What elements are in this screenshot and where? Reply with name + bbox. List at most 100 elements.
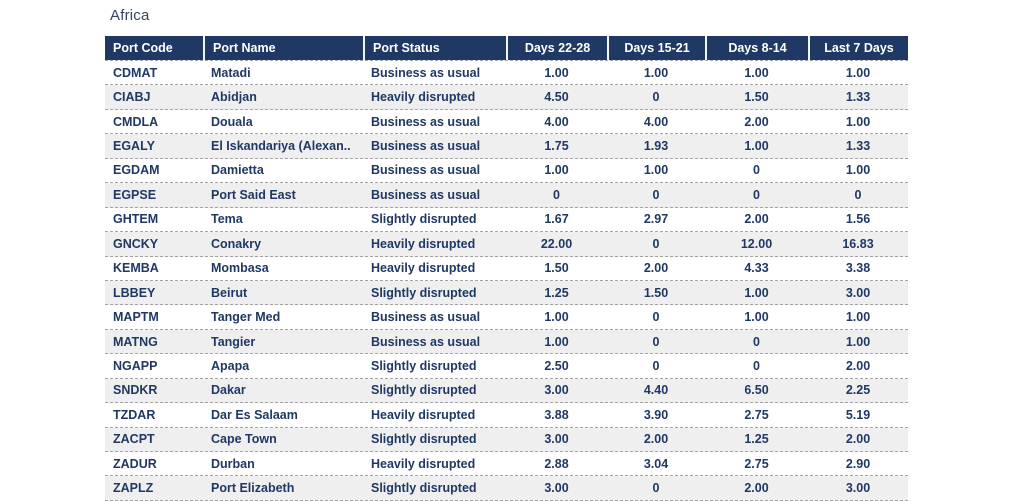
cell-days-8-14: 12.00: [740, 236, 773, 251]
cell-days-22-28: 1.25: [544, 285, 569, 300]
cell-port-name: Damietta: [211, 163, 264, 178]
cell-port-status: Slightly disrupted: [371, 383, 477, 398]
column-header-last-7-days[interactable]: Last 7 Days: [808, 36, 908, 60]
cell-days-22-28: 2.50: [544, 358, 569, 373]
cell-days-15-21: 0: [652, 334, 660, 349]
table-row: MATNG Tangier Business as usual 1.00 0 0 1.00: [105, 329, 908, 355]
cell-days-15-21: 1.00: [643, 163, 669, 178]
cell-last-7-days: 2.25: [845, 383, 871, 398]
column-header-days-8-14[interactable]: Days 8-14: [705, 36, 808, 60]
cell-days-22-28: 3.00: [544, 432, 569, 447]
cell-days-8-14: 0: [753, 334, 760, 349]
cell-days-8-14: 1.00: [744, 285, 769, 300]
table-row: CDMAT Matadi Business as usual 1.00 1.00 1.00…: [105, 61, 908, 86]
cell-port-status: Business as usual: [371, 139, 481, 154]
cell-days-22-28: 1.75: [544, 139, 569, 154]
table-row: EGDAM Damietta Business as usual 1.00 1.00 0 1…: [105, 158, 908, 184]
cell-days-22-28: 0: [553, 187, 560, 202]
cell-port-code: MATNG: [113, 334, 158, 349]
cell-last-7-days: 1.00: [845, 114, 871, 129]
cell-days-15-21: 2.97: [643, 212, 669, 227]
cell-last-7-days: 2.00: [845, 432, 871, 447]
cell-days-15-21: 0: [652, 236, 660, 251]
cell-days-8-14: 1.00: [744, 65, 769, 80]
cell-port-name: Dar Es Salaam: [211, 407, 298, 422]
cell-days-8-14: 2.00: [744, 212, 769, 227]
table-row: SNDKR Dakar Slightly disrupted 3.00 4.40 6.50…: [105, 378, 908, 404]
cell-days-22-28: 1.67: [544, 212, 569, 227]
cell-days-8-14: 2.00: [744, 114, 769, 129]
cell-port-name: Douala: [211, 114, 253, 129]
table-row: GHTEM Tema Slightly disrupted 1.67 2.97 2.00 1…: [105, 207, 908, 233]
cell-days-22-28: 1.00: [544, 163, 569, 178]
cell-days-15-21: 1.93: [643, 139, 669, 154]
column-header-port-status[interactable]: Port Status: [363, 36, 506, 60]
cell-days-15-21: 4.00: [643, 114, 669, 129]
cell-port-status: Business as usual: [371, 114, 481, 129]
cell-days-8-14: 2.75: [744, 407, 769, 422]
page-title: Africa: [110, 7, 150, 24]
table-row: ZACPT Cape Town Slightly disrupted 3.00 2.00…: [105, 427, 908, 452]
cell-last-7-days: 16.83: [842, 236, 874, 251]
cell-port-code: TZDAR: [113, 407, 156, 422]
cell-port-code: ZAPLZ: [113, 481, 154, 496]
column-header-days-15-21[interactable]: Days 15-21: [607, 36, 705, 60]
cell-last-7-days: 1.00: [845, 334, 871, 349]
cell-days-8-14: 1.00: [744, 310, 769, 325]
cell-port-status: Heavily disrupted: [371, 236, 476, 251]
cell-days-22-28: 4.50: [544, 90, 569, 105]
cell-days-15-21: 0: [652, 310, 660, 325]
cell-days-22-28: 22.00: [540, 236, 573, 251]
table-row: CIABJ Abidjan Heavily disrupted 4.50 0 1.50 1.…: [105, 85, 908, 110]
cell-port-status: Heavily disrupted: [371, 456, 476, 471]
cell-days-15-21: 4.40: [643, 383, 669, 398]
cell-days-15-21: 0: [652, 481, 660, 496]
cell-port-code: ZACPT: [113, 432, 155, 447]
cell-port-code: MAPTM: [113, 310, 159, 325]
cell-port-status: Heavily disrupted: [371, 90, 476, 105]
cell-last-7-days: 3.00: [845, 481, 871, 496]
cell-port-status: Heavily disrupted: [371, 261, 476, 276]
cell-days-8-14: 2.00: [744, 481, 769, 496]
cell-days-22-28: 1.00: [544, 310, 569, 325]
column-header-days-22-28[interactable]: Days 22-28: [506, 36, 607, 60]
column-header-port-code[interactable]: Port Code: [113, 41, 173, 55]
cell-days-8-14: 1.00: [744, 139, 769, 154]
table-row: ZADUR Durban Heavily disrupted 2.88 3.04 2.75…: [105, 452, 908, 477]
cell-port-status: Heavily disrupted: [371, 407, 476, 422]
cell-last-7-days: 1.00: [845, 65, 871, 80]
cell-days-8-14: 6.50: [744, 383, 769, 398]
cell-port-status: Slightly disrupted: [371, 432, 477, 447]
cell-port-status: Slightly disrupted: [371, 212, 477, 227]
cell-days-15-21: 1.00: [643, 65, 669, 80]
cell-port-code: CIABJ: [113, 90, 151, 105]
cell-port-code: NGAPP: [113, 358, 158, 373]
cell-days-22-28: 1.00: [544, 334, 569, 349]
cell-last-7-days: 2.90: [845, 456, 871, 471]
cell-port-code: LBBEY: [113, 285, 156, 300]
cell-port-name: Durban: [211, 456, 255, 471]
cell-port-name: Tema: [211, 212, 243, 227]
table-body: CDMAT Matadi Business as usual 1.00 1.00 1.00…: [105, 60, 908, 501]
table-row: EGPSE Port Said East Business as usual 0 0 0 0: [105, 183, 908, 208]
cell-last-7-days: 1.00: [845, 163, 871, 178]
cell-port-code: CDMAT: [113, 65, 158, 80]
cell-days-22-28: 3.00: [544, 481, 569, 496]
cell-days-8-14: 0: [753, 163, 760, 178]
cell-port-name: Cape Town: [211, 432, 277, 447]
cell-days-22-28: 1.00: [544, 65, 569, 80]
cell-days-8-14: 1.50: [744, 90, 769, 105]
cell-port-name: Beirut: [211, 285, 248, 300]
column-header-port-name[interactable]: Port Name: [203, 36, 363, 60]
cell-port-status: Business as usual: [371, 187, 481, 202]
cell-last-7-days: 1.56: [845, 212, 871, 227]
cell-port-code: EGALY: [113, 139, 155, 154]
cell-days-15-21: 1.50: [643, 285, 669, 300]
cell-days-22-28: 4.00: [544, 114, 569, 129]
cell-last-7-days: 5.19: [845, 407, 871, 422]
cell-port-name: Mombasa: [211, 261, 269, 276]
cell-port-code: GHTEM: [113, 212, 159, 227]
table-row: CMDLA Douala Business as usual 4.00 4.00 2.00…: [105, 109, 908, 135]
cell-port-code: ZADUR: [113, 456, 157, 471]
cell-port-name: Matadi: [211, 65, 251, 80]
